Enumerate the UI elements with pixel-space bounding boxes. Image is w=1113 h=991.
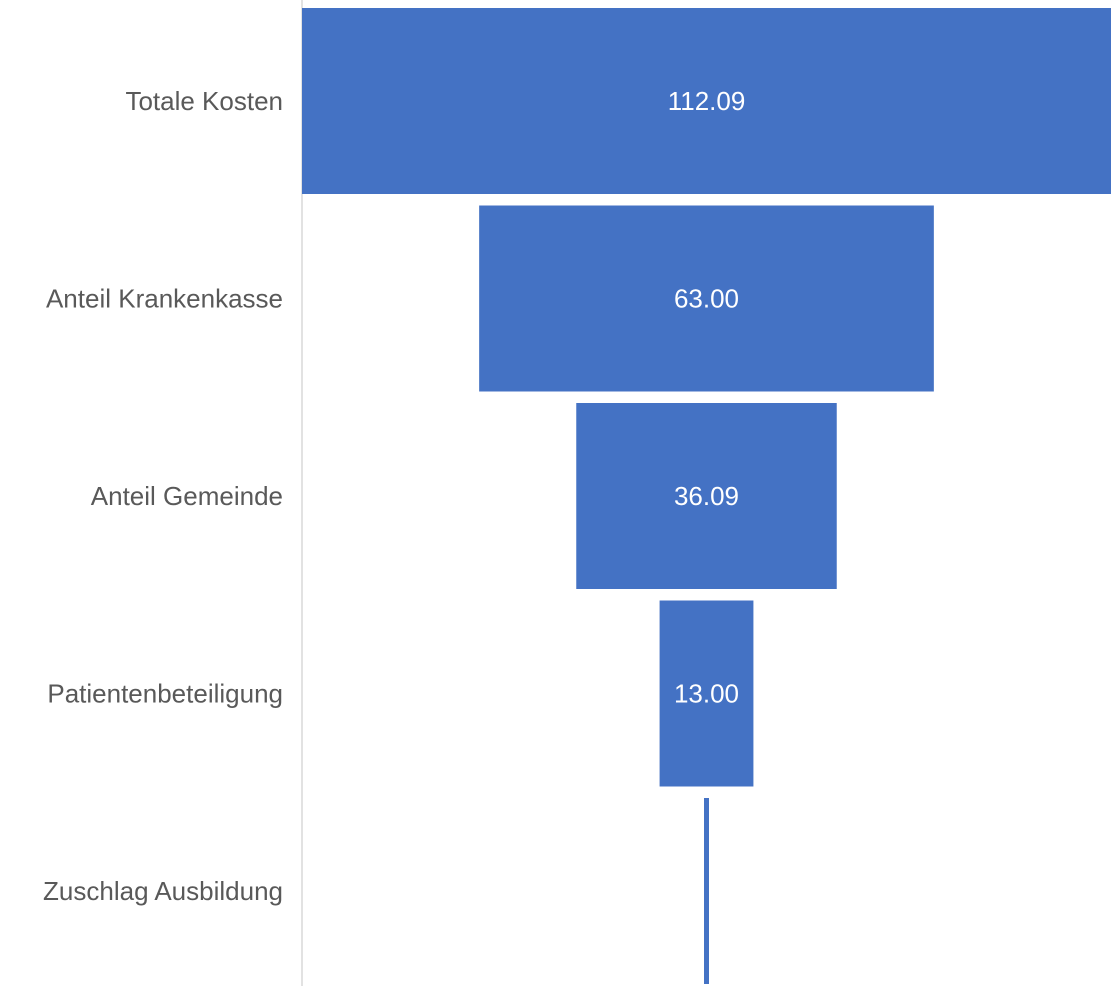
category-label: Patientenbeteiligung <box>47 679 283 709</box>
category-label: Totale Kosten <box>125 86 283 116</box>
data-label: 36.09 <box>674 481 739 511</box>
category-labels-layer: Totale Kosten Anteil Krankenkasse Anteil G… <box>43 86 283 906</box>
category-label: Zuschlag Ausbildung <box>43 876 283 906</box>
value-labels-layer: 112.09 63.00 36.09 13.00 <box>668 86 746 709</box>
category-label: Anteil Krankenkasse <box>46 284 283 314</box>
category-label: Anteil Gemeinde <box>91 481 283 511</box>
bars-layer <box>302 8 1111 984</box>
funnel-bar <box>576 403 837 589</box>
funnel-bar <box>479 205 934 392</box>
data-label: 63.00 <box>674 284 739 314</box>
funnel-bar <box>704 798 709 984</box>
funnel-bar <box>659 600 754 787</box>
data-label: 112.09 <box>668 86 746 116</box>
data-label: 13.00 <box>674 679 739 709</box>
funnel-bar <box>302 8 1111 194</box>
